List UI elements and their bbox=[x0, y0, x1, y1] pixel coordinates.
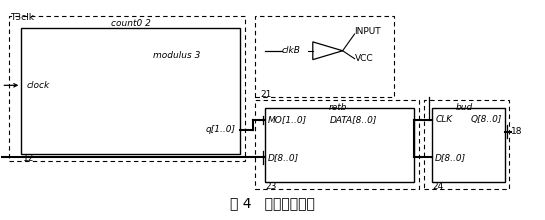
Text: 21: 21 bbox=[260, 90, 271, 99]
Text: 18: 18 bbox=[511, 127, 522, 136]
Text: 图 4   三路数据分离: 图 4 三路数据分离 bbox=[230, 196, 315, 210]
Text: CLK: CLK bbox=[435, 115, 452, 124]
Text: D[8..0]: D[8..0] bbox=[435, 153, 467, 162]
Text: 24: 24 bbox=[432, 182, 444, 191]
Text: 23: 23 bbox=[265, 182, 276, 191]
Bar bbox=[265, 108, 414, 182]
Text: DATA[8..0]: DATA[8..0] bbox=[330, 115, 377, 124]
Bar bbox=[9, 16, 245, 161]
Text: T3clk: T3clk bbox=[10, 13, 34, 22]
Text: VCC: VCC bbox=[355, 54, 373, 63]
Text: MO[1..0]: MO[1..0] bbox=[268, 115, 307, 124]
Text: 12: 12 bbox=[23, 154, 35, 163]
Bar bbox=[424, 100, 509, 189]
Text: clkB: clkB bbox=[282, 46, 301, 55]
Text: clock: clock bbox=[26, 81, 50, 90]
Text: bud: bud bbox=[456, 103, 473, 112]
Text: retb: retb bbox=[329, 103, 347, 112]
Text: Q[8..0]: Q[8..0] bbox=[471, 115, 502, 124]
Text: D[8..0]: D[8..0] bbox=[268, 153, 299, 162]
Bar bbox=[432, 108, 505, 182]
Text: INPUT: INPUT bbox=[355, 27, 381, 35]
Bar bbox=[255, 16, 395, 97]
Text: count0 2: count0 2 bbox=[111, 19, 150, 28]
Bar bbox=[255, 100, 419, 189]
Text: q[1..0]: q[1..0] bbox=[205, 125, 235, 134]
Bar bbox=[21, 28, 240, 154]
Text: modulus 3: modulus 3 bbox=[153, 51, 201, 60]
